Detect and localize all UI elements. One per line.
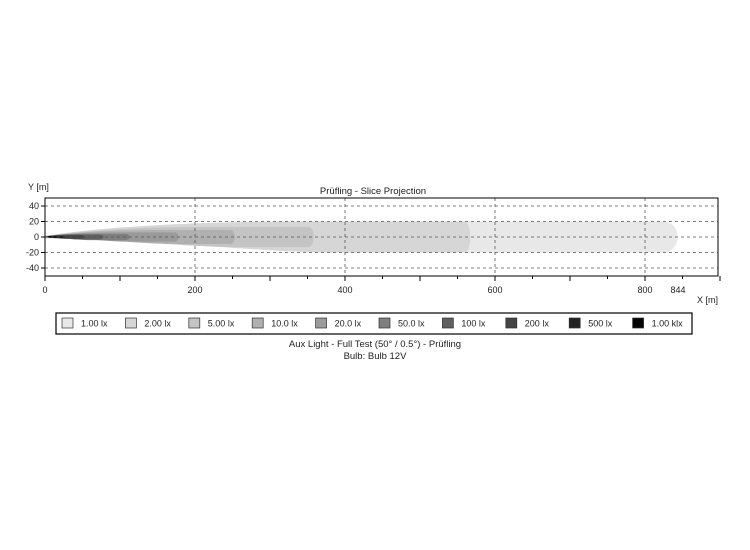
legend-label: 5.00 lx [208,319,235,329]
legend-label: 1.00 klx [652,319,684,329]
y-tick-label: -20 [26,248,39,258]
x-tick-label: 800 [637,285,652,295]
legend-swatch [505,317,518,329]
x-axis: 0 200 400 600 800 844 [42,276,721,295]
legend-swatch [125,317,137,329]
x-tick-label: 400 [337,285,352,295]
legend-label: 1.00 lx [81,319,108,329]
y-tick-label: -40 [26,263,39,273]
legend-swatch [378,317,391,329]
legend-label: 50.0 lx [398,319,425,329]
y-tick-label: 20 [29,217,39,227]
y-tick-label: 40 [29,201,39,211]
grid [45,198,718,276]
legend-label: 500 lx [588,319,613,329]
legend-label: 20.0 lx [335,319,362,329]
legend-swatch [568,317,581,329]
legend-frame [55,312,693,335]
legend-swatch [315,317,327,329]
legend-swatch [61,317,74,329]
legend-label: 100 lx [461,319,486,329]
illuminance-contours [45,221,678,253]
caption-line-1: Aux Light - Full Test (50° / 0.5°) - Prü… [288,339,462,350]
x-tick-label: 0 [42,285,47,295]
legend-swatch [188,317,201,329]
legend-label: 10.0 lx [271,319,298,329]
legend-label: 200 lx [525,319,550,329]
caption-line-2: Bulb: Bulb 12V [343,351,407,362]
chart-title: Prüfling - Slice Projection [320,186,426,197]
x-tick-label: 600 [487,285,502,295]
x-tick-label: 844 [670,285,685,295]
legend-swatch [442,317,454,329]
legend: 1.00 lx 2.00 lx 5.00 lx 10.0 lx 20.0 lx 50.0 … [55,312,693,335]
y-tick-label: 0 [34,232,39,242]
x-tick-label: 200 [187,285,202,295]
legend-swatch [251,317,264,329]
legend-swatch [632,317,644,329]
y-axis: 40 20 0 -20 -40 [26,201,45,273]
x-axis-label: X [m] [697,295,718,305]
legend-label: 2.00 lx [144,319,171,329]
y-axis-label: Y [m] [28,182,49,192]
